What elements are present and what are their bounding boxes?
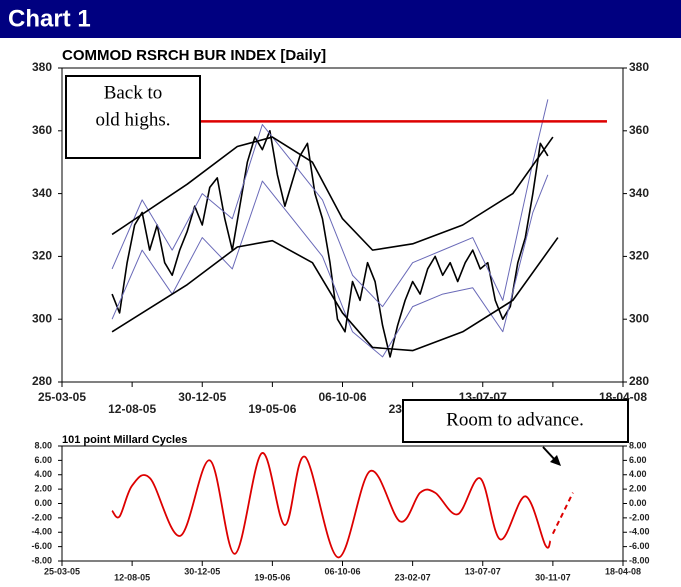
y-tick-label: 360 <box>32 123 52 137</box>
x-tick-label: 25-03-05 <box>44 566 80 576</box>
x-tick-label: 30-12-05 <box>178 390 226 404</box>
chart-title: COMMOD RSRCH BUR INDEX [Daily] <box>62 47 326 64</box>
y-tick-label: -4.00 <box>31 527 52 537</box>
y-tick-label: 6.00 <box>34 455 52 465</box>
y-tick-label: -8.00 <box>629 555 650 565</box>
chart-title: 101 point Millard Cycles <box>62 434 187 446</box>
y-tick-label: 8.00 <box>629 440 647 450</box>
x-tick-label: 19-05-06 <box>254 572 290 582</box>
y-tick-label: -2.00 <box>629 512 650 522</box>
x-tick-label: 06-10-06 <box>324 566 360 576</box>
x-tick-label: 06-10-06 <box>318 390 366 404</box>
y-tick-label: -4.00 <box>629 527 650 537</box>
x-tick-label: 19-05-06 <box>248 402 296 416</box>
y-tick-label: -2.00 <box>31 512 52 522</box>
annotation-text: Back to <box>104 82 163 103</box>
y-tick-label: 280 <box>629 374 649 388</box>
header-title: Chart 1 <box>8 5 91 32</box>
y-tick-label: 340 <box>629 186 649 200</box>
series-line <box>111 452 552 559</box>
y-tick-label: 4.00 <box>629 469 647 479</box>
y-tick-label: 320 <box>629 249 649 263</box>
y-tick-label: 2.00 <box>34 484 52 494</box>
y-tick-label: 340 <box>32 186 52 200</box>
y-tick-label: 300 <box>32 311 52 325</box>
x-tick-label: 12-08-05 <box>114 572 150 582</box>
y-tick-label: 320 <box>32 249 52 263</box>
x-tick-label: 30-11-07 <box>535 572 571 582</box>
x-tick-label: 23-02-07 <box>395 572 431 582</box>
annotation-box <box>402 399 629 443</box>
series-line <box>111 174 549 358</box>
y-tick-label: 280 <box>32 374 52 388</box>
x-tick-label: 30-12-05 <box>184 566 220 576</box>
series-line <box>111 99 549 308</box>
series-line <box>111 130 549 358</box>
y-tick-label: 2.00 <box>629 484 647 494</box>
annotation-text: Room to advance. <box>446 409 584 430</box>
y-tick-label: 300 <box>629 311 649 325</box>
y-tick-label: 360 <box>629 123 649 137</box>
x-tick-label: 18-04-08 <box>605 566 641 576</box>
series-line <box>111 237 559 352</box>
plot-frame <box>61 445 624 562</box>
x-tick-label: 25-03-05 <box>38 390 86 404</box>
x-tick-label: 12-08-05 <box>108 402 156 416</box>
series-line <box>111 136 554 251</box>
series-line <box>551 492 574 535</box>
y-tick-label: 380 <box>629 60 649 74</box>
y-tick-label: 6.00 <box>629 455 647 465</box>
annotation-text: old highs. <box>96 109 171 130</box>
y-tick-label: -6.00 <box>629 541 650 551</box>
annotation-arrowhead <box>550 455 561 466</box>
y-tick-label: -8.00 <box>31 555 52 565</box>
y-tick-label: 0.00 <box>629 498 647 508</box>
y-tick-label: 0.00 <box>34 498 52 508</box>
x-tick-label: 13-07-07 <box>465 566 501 576</box>
header-bar <box>0 0 681 38</box>
y-tick-label: -6.00 <box>31 541 52 551</box>
y-tick-label: 380 <box>32 60 52 74</box>
annotation-box <box>65 75 201 159</box>
y-tick-label: 8.00 <box>34 440 52 450</box>
y-tick-label: 4.00 <box>34 469 52 479</box>
